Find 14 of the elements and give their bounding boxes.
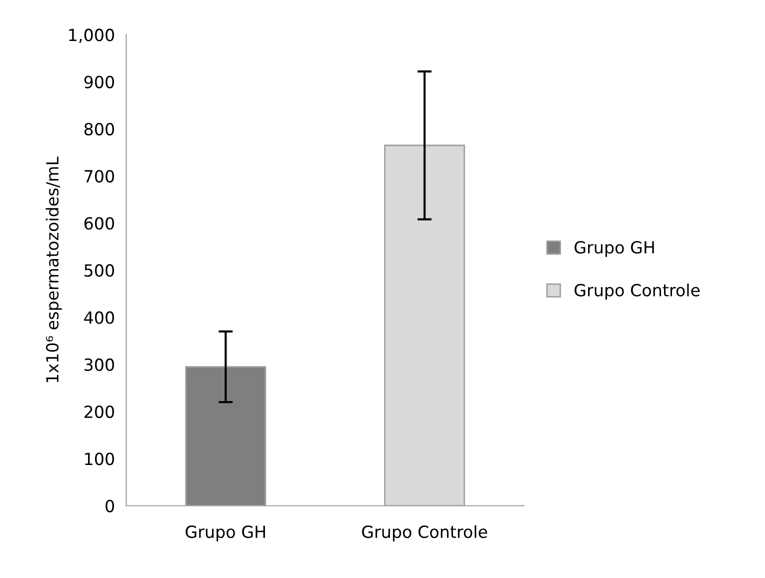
y-tick-label: 900 — [84, 76, 114, 88]
y-tick-label: 200 — [84, 406, 114, 418]
y-tick-label: 100 — [85, 452, 114, 466]
y-tick-label: 700 — [84, 170, 114, 183]
y-tick-label: 0 — [106, 500, 114, 512]
legend-label: Grupo Controle — [574, 284, 700, 300]
y-tick-label: 800 — [84, 122, 114, 136]
y-tick-label: 500 — [84, 264, 114, 277]
y-tick-label: 1,000 — [69, 28, 114, 43]
y-tick-label: 600 — [84, 217, 114, 230]
y-axis-title: 1x10⁶ espermatozoides/mL — [46, 156, 62, 382]
y-tick-label: 300 — [84, 358, 114, 371]
y-tick-label: 400 — [84, 311, 114, 324]
legend-label: Grupo GH — [574, 241, 654, 257]
